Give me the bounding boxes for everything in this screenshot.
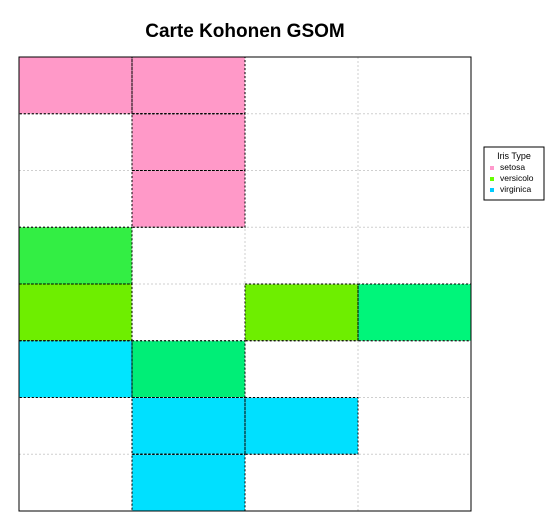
cell-setosa-0 [18,56,133,115]
cell-border-9 [131,340,246,398]
plot-border [18,56,472,512]
legend-swatch-versicolo [490,177,494,181]
cell-border-4 [18,226,133,285]
cell-virginica-12 [131,453,246,512]
cell-border-10 [131,397,246,455]
legend-label-virginica: virginica [500,184,531,194]
cell-virginica-8 [18,340,133,398]
legend-swatch-virginica [490,188,494,192]
cell-border-3 [131,170,246,228]
cell-versicolo-6 [244,283,359,342]
legend-title: Iris Type [497,151,531,161]
cell-border-11 [244,397,359,455]
plot-area [18,56,472,512]
legend-swatch-setosa [490,166,494,170]
cell-setosa-2 [131,113,246,171]
cell-versicolo-7 [357,283,472,342]
cell-versicolo-4 [18,226,133,285]
cell-versicolo-9 [131,340,246,398]
cell-border-5 [18,283,133,342]
cell-setosa-1 [131,56,246,115]
cell-border-12 [131,453,246,512]
legend-label-versicolo: versicolo [500,173,534,183]
cell-virginica-11 [244,397,359,455]
cell-versicolo-5 [18,283,133,342]
cell-border-2 [131,113,246,171]
cell-setosa-3 [131,170,246,228]
cell-border-6 [244,283,359,342]
chart-title: Carte Kohonen GSOM [145,21,345,42]
legend-label-setosa: setosa [500,162,525,172]
cell-border-8 [18,340,133,398]
cell-virginica-10 [131,397,246,455]
